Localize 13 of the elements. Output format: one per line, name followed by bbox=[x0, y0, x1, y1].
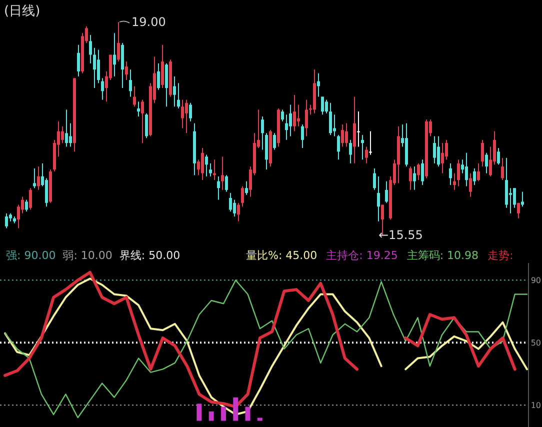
annotation: ←15.55 bbox=[378, 228, 423, 242]
text: 主筹码: 10.98 bbox=[406, 249, 479, 262]
ref-line-label: 弱: 10.00 bbox=[62, 249, 112, 262]
text: 主持仓: 19.25 bbox=[326, 249, 398, 262]
chart-title: (日线) bbox=[4, 4, 40, 19]
y-tick-label: 10 bbox=[530, 401, 541, 410]
y-tick-label: 90 bbox=[530, 276, 541, 286]
annotation: 19.00 bbox=[132, 15, 166, 29]
y-tick-label: 50 bbox=[530, 338, 541, 348]
text: 走势: bbox=[488, 249, 514, 262]
text: 量比%: 45.00 bbox=[246, 249, 318, 262]
ref-line-label: 强: 90.00 bbox=[6, 249, 56, 262]
ref-line-label: 界线: 50.00 bbox=[119, 249, 180, 262]
